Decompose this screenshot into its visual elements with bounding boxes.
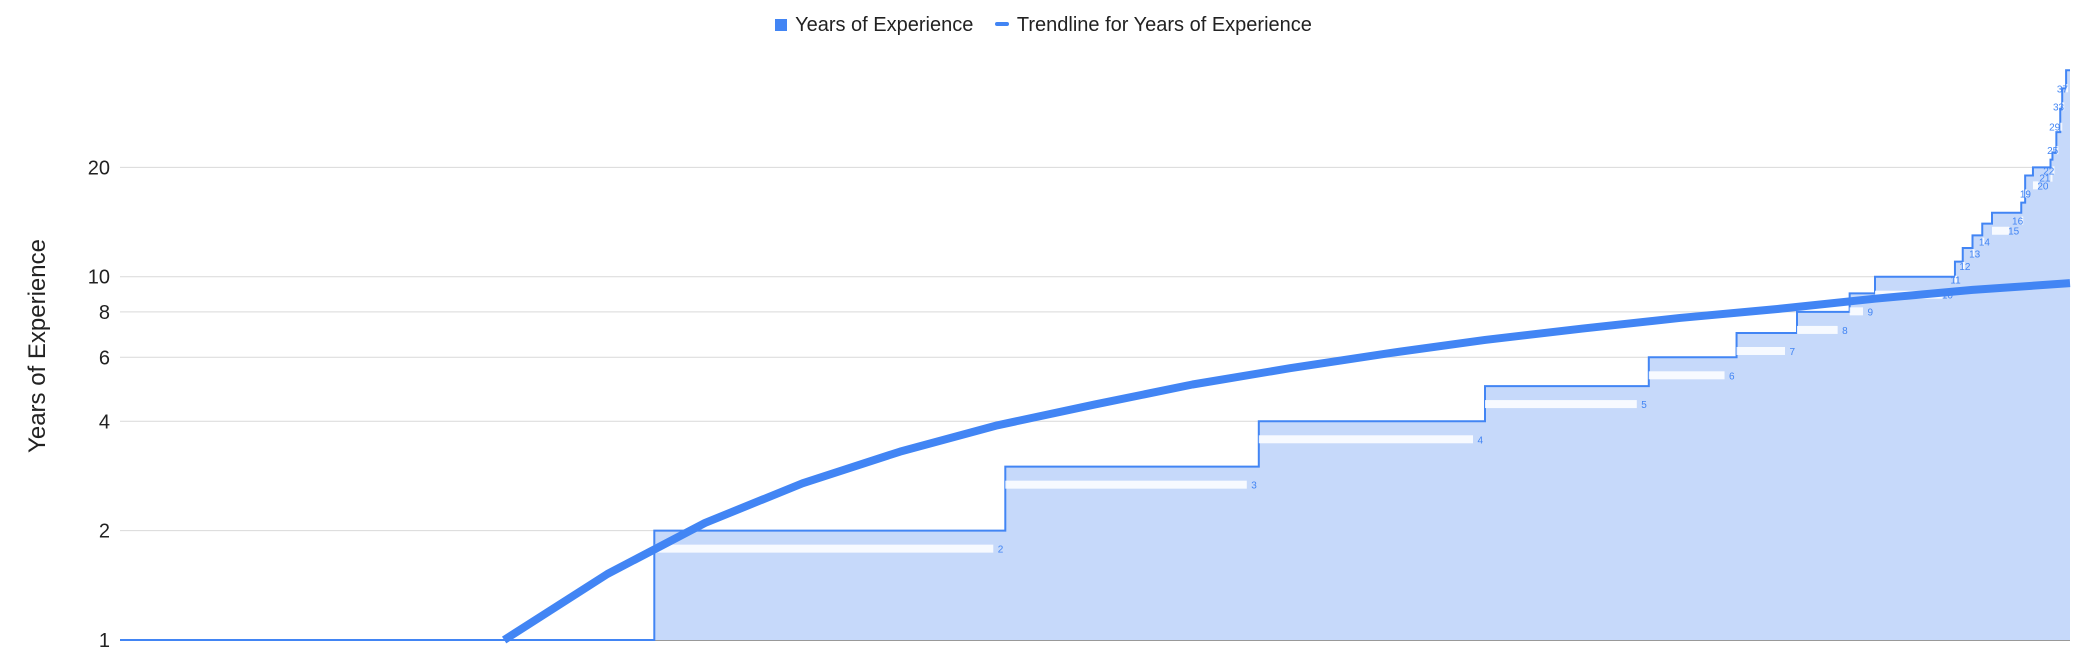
label-band — [2050, 173, 2053, 182]
label-band — [2056, 146, 2059, 155]
data-label: 22 — [2043, 166, 2055, 177]
area-fill — [120, 70, 2070, 640]
y-tick-label: 4 — [99, 411, 110, 433]
label-band — [2052, 166, 2055, 175]
data-label: 16 — [2012, 217, 2024, 228]
y-axis-ticks: 1 2 4 6 8 10 20 — [88, 157, 110, 652]
label-band — [2066, 84, 2069, 93]
y-tick-label: 2 — [99, 521, 110, 543]
y-tick-label: 10 — [88, 267, 110, 289]
data-label: 29 — [2049, 123, 2061, 134]
data-label: 21 — [2039, 174, 2051, 185]
data-label: 20 — [2037, 181, 2049, 192]
label-band — [1258, 435, 1473, 444]
y-axis-title: Years of Experience — [24, 239, 51, 453]
data-label: 6 — [1729, 371, 1735, 382]
legend-item-series[interactable]: Years of Experience — [775, 14, 973, 37]
data-label: 13 — [1969, 249, 1981, 260]
label-band — [1992, 226, 2010, 235]
data-label: 5 — [1641, 400, 1647, 411]
label-band — [1849, 307, 1863, 316]
label-band — [1005, 480, 1247, 489]
data-label: 14 — [1979, 238, 1991, 249]
y-tick-label: 1 — [99, 630, 110, 652]
series-area — [120, 69, 2070, 641]
legend-trend-label: Trendline for Years of Experience — [1016, 14, 1312, 36]
label-band — [1954, 275, 1957, 284]
data-label: 3 — [1251, 481, 1257, 492]
data-label: 2 — [998, 545, 1004, 556]
data-label: 4 — [1477, 435, 1483, 446]
data-label: 7 — [1789, 347, 1795, 358]
label-band — [1648, 371, 1725, 380]
data-label: 15 — [2008, 227, 2020, 238]
label-band — [1485, 400, 1637, 409]
trendline-swatch-icon — [994, 22, 1009, 26]
data-label: 33 — [2053, 102, 2065, 113]
label-band — [2062, 102, 2065, 111]
trendline-path — [501, 279, 2071, 644]
label-band — [2021, 216, 2024, 225]
y-tick-label: 20 — [88, 157, 110, 179]
legend-item-trendline[interactable]: Trendline for Years of Experience — [994, 14, 1312, 37]
data-label: 25 — [2047, 146, 2059, 157]
label-band — [1982, 237, 1985, 246]
label-band — [654, 544, 994, 553]
gridlines — [120, 166, 2070, 641]
y-tick-label: 8 — [99, 302, 110, 324]
trendline — [501, 279, 2071, 644]
label-band — [1962, 261, 1965, 270]
label-band — [1736, 346, 1785, 355]
data-label: 37 — [2057, 84, 2069, 95]
label-band — [2032, 181, 2039, 190]
data-label: 8 — [1842, 326, 1848, 337]
label-band — [2060, 122, 2063, 131]
data-label: 12 — [1959, 262, 1971, 273]
label-band — [1797, 325, 1838, 334]
label-band — [1972, 249, 1975, 258]
y-tick-label: 6 — [99, 347, 110, 369]
legend: Years of Experience Trendline for Years … — [0, 14, 2087, 37]
label-band — [2025, 189, 2028, 198]
data-label: 19 — [2020, 189, 2032, 200]
series-swatch-icon — [775, 19, 788, 31]
data-label: 9 — [1867, 307, 1873, 318]
data-label: 11 — [1950, 276, 1961, 287]
legend-series-label: Years of Experience — [795, 14, 974, 36]
data-label: 10 — [1942, 291, 1954, 302]
